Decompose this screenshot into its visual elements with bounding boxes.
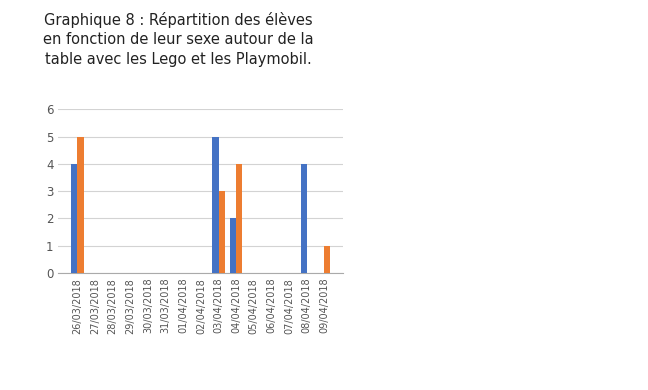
Bar bbox=[230, 218, 236, 273]
Bar bbox=[324, 246, 330, 273]
Bar bbox=[213, 136, 218, 273]
Text: Graphique 8 : Répartition des élèves
en fonction de leur sexe autour de la
table: Graphique 8 : Répartition des élèves en … bbox=[43, 12, 314, 67]
Bar bbox=[301, 164, 307, 273]
Bar bbox=[236, 164, 242, 273]
Bar bbox=[71, 164, 78, 273]
Bar bbox=[78, 136, 84, 273]
Bar bbox=[218, 191, 225, 273]
